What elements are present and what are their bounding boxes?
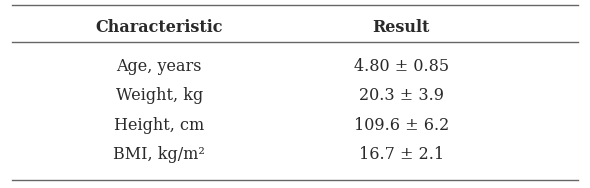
Text: Height, cm: Height, cm [114,117,204,133]
Text: 16.7 ± 2.1: 16.7 ± 2.1 [359,146,444,163]
Text: Characteristic: Characteristic [96,19,223,36]
Text: 109.6 ± 6.2: 109.6 ± 6.2 [353,117,449,133]
Text: Result: Result [372,19,430,36]
Text: 4.80 ± 0.85: 4.80 ± 0.85 [353,58,449,75]
Text: BMI, kg/m²: BMI, kg/m² [113,146,205,163]
Text: Age, years: Age, years [117,58,202,75]
Text: 20.3 ± 3.9: 20.3 ± 3.9 [359,87,444,104]
Text: Weight, kg: Weight, kg [116,87,203,104]
